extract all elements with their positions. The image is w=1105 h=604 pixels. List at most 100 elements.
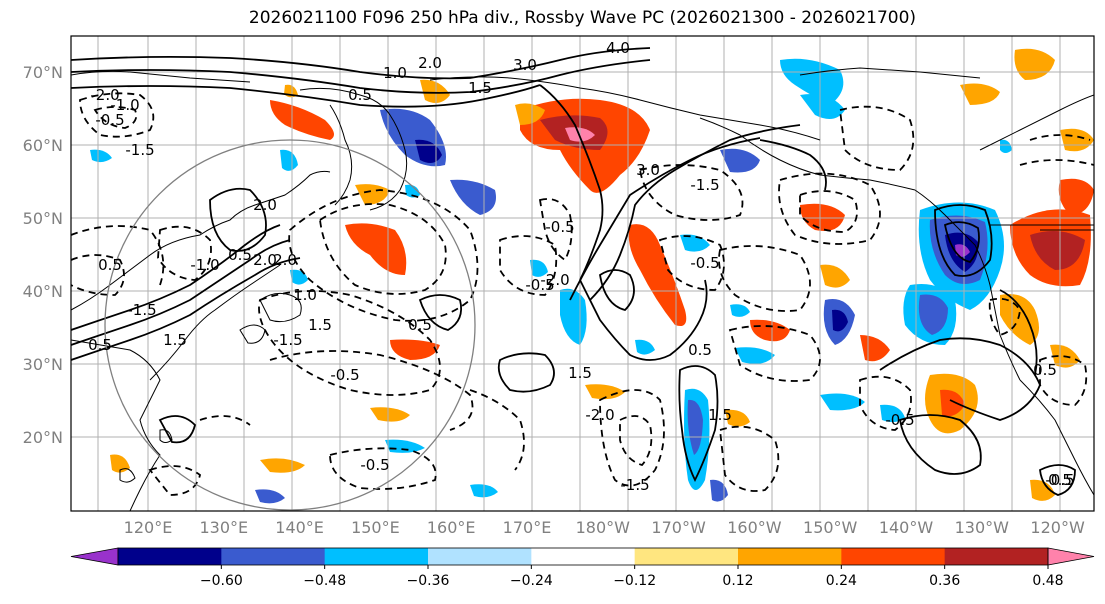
contour-label: -1.0 (110, 96, 139, 114)
div-positive-region (345, 223, 407, 275)
div-negative-region (880, 404, 905, 423)
contour-positive (71, 224, 281, 331)
contour-positive (209, 187, 267, 252)
contour-label: 3.0 (513, 56, 537, 74)
contour-positive (579, 279, 708, 361)
contour-positive (418, 294, 463, 331)
contour-negative (728, 325, 821, 382)
colorbar-segment (944, 548, 1049, 565)
contour-label: 0.5 (98, 256, 122, 274)
contour-label: 2.0 (253, 251, 277, 269)
contour-negative (1019, 159, 1094, 166)
contour-negative (93, 106, 138, 129)
contour-negative (288, 189, 479, 322)
contour-negative (859, 375, 912, 431)
contour-label: 0.5 (1033, 361, 1057, 379)
contour-label: -2.0 (90, 86, 119, 104)
contour-negative (199, 415, 251, 426)
colorbar-segment (221, 548, 326, 565)
div-positive-region (110, 454, 130, 473)
contour-negative (71, 254, 125, 296)
contour-positive (759, 139, 827, 191)
div-negative-region (800, 94, 845, 119)
div-negative-region (918, 294, 948, 335)
contour-label: 2.0 (273, 251, 297, 269)
colorbar-segment (738, 548, 842, 565)
colorbar-segment (324, 548, 429, 565)
div-positive-region (1060, 128, 1094, 152)
colorbar-outline (117, 547, 1049, 566)
lat-label: 60°N (23, 136, 63, 155)
colorbar-segment (118, 548, 222, 565)
contour-label: -1.5 (273, 331, 302, 349)
colorbar: −0.60 −0.48 −0.36 −0.24 −0.12 0.12 0.24 0.36 0.4… (70, 547, 1095, 589)
colorbar-tick-label: 0.36 (929, 573, 960, 589)
lon-label: 160°E (427, 518, 476, 537)
contour-positive (71, 59, 651, 94)
contour-positive (943, 221, 980, 263)
contour-label: -0.5 (545, 218, 574, 236)
rossby-wave-contours (71, 47, 1094, 496)
div-negative-region (90, 149, 112, 163)
div-negative-region (1000, 139, 1012, 153)
contour-positive (999, 289, 1038, 376)
contour-label: -0.5 (360, 456, 389, 474)
contour-label: 0.5 (228, 246, 252, 264)
div-positive-region (628, 224, 687, 326)
contour-label: 1.5 (568, 364, 592, 382)
contour-positive (71, 257, 301, 361)
lon-label: 150°E (351, 518, 400, 537)
contour-negative (799, 190, 858, 233)
div-negative-region (820, 393, 865, 411)
contour-negative (148, 465, 202, 496)
contour-positive (934, 204, 993, 277)
contour-label: -1.5 (125, 141, 154, 159)
contour-labels: 4.03.02.01.51.00.5-0.5-1.0-1.5-2.03.02.0… (88, 39, 1075, 494)
div-positive-region (270, 100, 334, 140)
lat-label: 70°N (23, 63, 63, 82)
contour-positive (71, 47, 651, 80)
contour-positive (1039, 464, 1076, 496)
colorbar-tick-label: 0.24 (826, 573, 857, 589)
contour-negative (718, 245, 811, 312)
div-negative-region (385, 439, 425, 453)
contour-negative (839, 105, 915, 171)
coastlines (71, 67, 1094, 511)
contour-label: -0.5 (885, 411, 914, 429)
contour-negative (269, 350, 474, 431)
colorbar-tick-label: −0.12 (613, 573, 656, 589)
contour-positive (678, 365, 719, 483)
div-negative-region (735, 347, 775, 364)
contour-label: 1.5 (308, 316, 332, 334)
contour-positive (539, 84, 604, 281)
lon-label: 130°W (955, 518, 1010, 537)
contour-label: -0.5 (95, 111, 124, 129)
contour-positive (497, 352, 555, 393)
div-positive-region (1000, 294, 1039, 345)
div-positive-region (260, 458, 305, 473)
contour-label: 0.5 (408, 316, 432, 334)
colorbar-segment (531, 548, 636, 565)
contour-negative (619, 415, 653, 467)
colorbar-tick-label: 0.48 (1032, 573, 1063, 589)
lon-label: 180°W (576, 518, 631, 537)
contour-positive (569, 137, 761, 301)
lon-label: 150°W (803, 518, 858, 537)
contour-label: 3.0 (636, 161, 660, 179)
div-positive-region (940, 389, 965, 417)
lon-label: 120°W (1030, 518, 1085, 537)
div-negative-region (530, 259, 548, 277)
div-negative-region (280, 149, 298, 171)
divergence-shading (90, 48, 1094, 504)
contour-negative (658, 235, 725, 291)
div-positive-region (800, 203, 845, 231)
colorbar-tick-label: −0.36 (407, 573, 450, 589)
contour-negative (1029, 134, 1091, 141)
contour-label: -0.5 (525, 276, 554, 294)
contour-negative (638, 164, 744, 221)
contour-label: 0.5 (1048, 471, 1072, 489)
lon-label: 170°W (651, 518, 706, 537)
lon-label: 120°E (124, 518, 173, 537)
contour-label: 0.5 (348, 86, 372, 104)
div-negative-region (680, 234, 710, 252)
